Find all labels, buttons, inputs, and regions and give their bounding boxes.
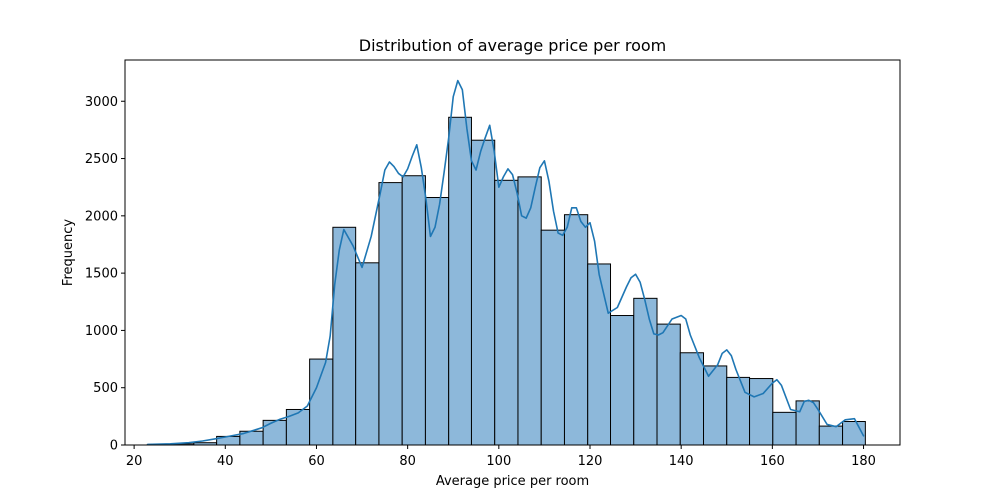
chart-title: Distribution of average price per room: [359, 36, 666, 55]
histogram-bars: [146, 116, 866, 446]
histogram-bar: [448, 116, 472, 446]
histogram-bar: [818, 425, 844, 446]
x-tick-label: 160: [760, 454, 785, 469]
histogram-bar: [285, 408, 311, 446]
histogram-bar: [517, 176, 542, 446]
x-tick-label: 180: [851, 454, 876, 469]
x-tick-label: 20: [126, 454, 143, 469]
histogram-bar: [355, 262, 380, 446]
histogram-bar: [563, 214, 589, 446]
histogram-bar: [633, 297, 658, 446]
y-tick-label: 2000: [85, 209, 118, 224]
x-tick-label: 120: [578, 454, 603, 469]
y-tick-label: 1500: [85, 267, 118, 282]
plot-frame: [124, 59, 901, 446]
x-axis-label: Average price per room: [436, 474, 589, 489]
histogram-bar: [470, 139, 496, 446]
x-tick-label: 100: [486, 454, 511, 469]
histogram-bar: [401, 175, 426, 446]
y-tick-label: 1000: [85, 324, 118, 339]
histogram-bar: [610, 315, 635, 446]
kde-curve: [146, 79, 865, 446]
histogram-bar: [309, 358, 334, 446]
histogram-bar: [424, 197, 450, 446]
histogram-bar: [540, 229, 565, 446]
histogram-bar: [494, 179, 519, 446]
x-tick-label: 80: [399, 454, 416, 469]
y-axis: 0 500 1000 1500 2000 2500 3000: [85, 95, 125, 454]
x-tick-label: 40: [217, 454, 234, 469]
y-tick-label: 3000: [85, 95, 118, 110]
y-tick-label: 2500: [85, 152, 118, 167]
x-axis: 20 40 60 80 100 120 140 160 180: [126, 445, 876, 469]
histogram-bar: [378, 182, 403, 446]
y-axis-label: Frequency: [61, 219, 76, 286]
histogram-bar: [262, 419, 287, 446]
histogram-bar: [656, 323, 681, 446]
kde-layer: [146, 79, 865, 446]
histogram-bar: [726, 376, 751, 446]
y-tick-label: 500: [93, 381, 118, 396]
histogram-bar: [703, 365, 728, 446]
histogram-bar: [679, 352, 705, 446]
histogram-bar: [772, 411, 797, 446]
histogram-bar: [587, 263, 612, 446]
histogram-bar: [332, 226, 357, 446]
x-tick-label: 140: [669, 454, 694, 469]
y-tick-label: 0: [110, 439, 118, 454]
x-tick-label: 60: [308, 454, 325, 469]
histogram-bar: [749, 378, 774, 446]
